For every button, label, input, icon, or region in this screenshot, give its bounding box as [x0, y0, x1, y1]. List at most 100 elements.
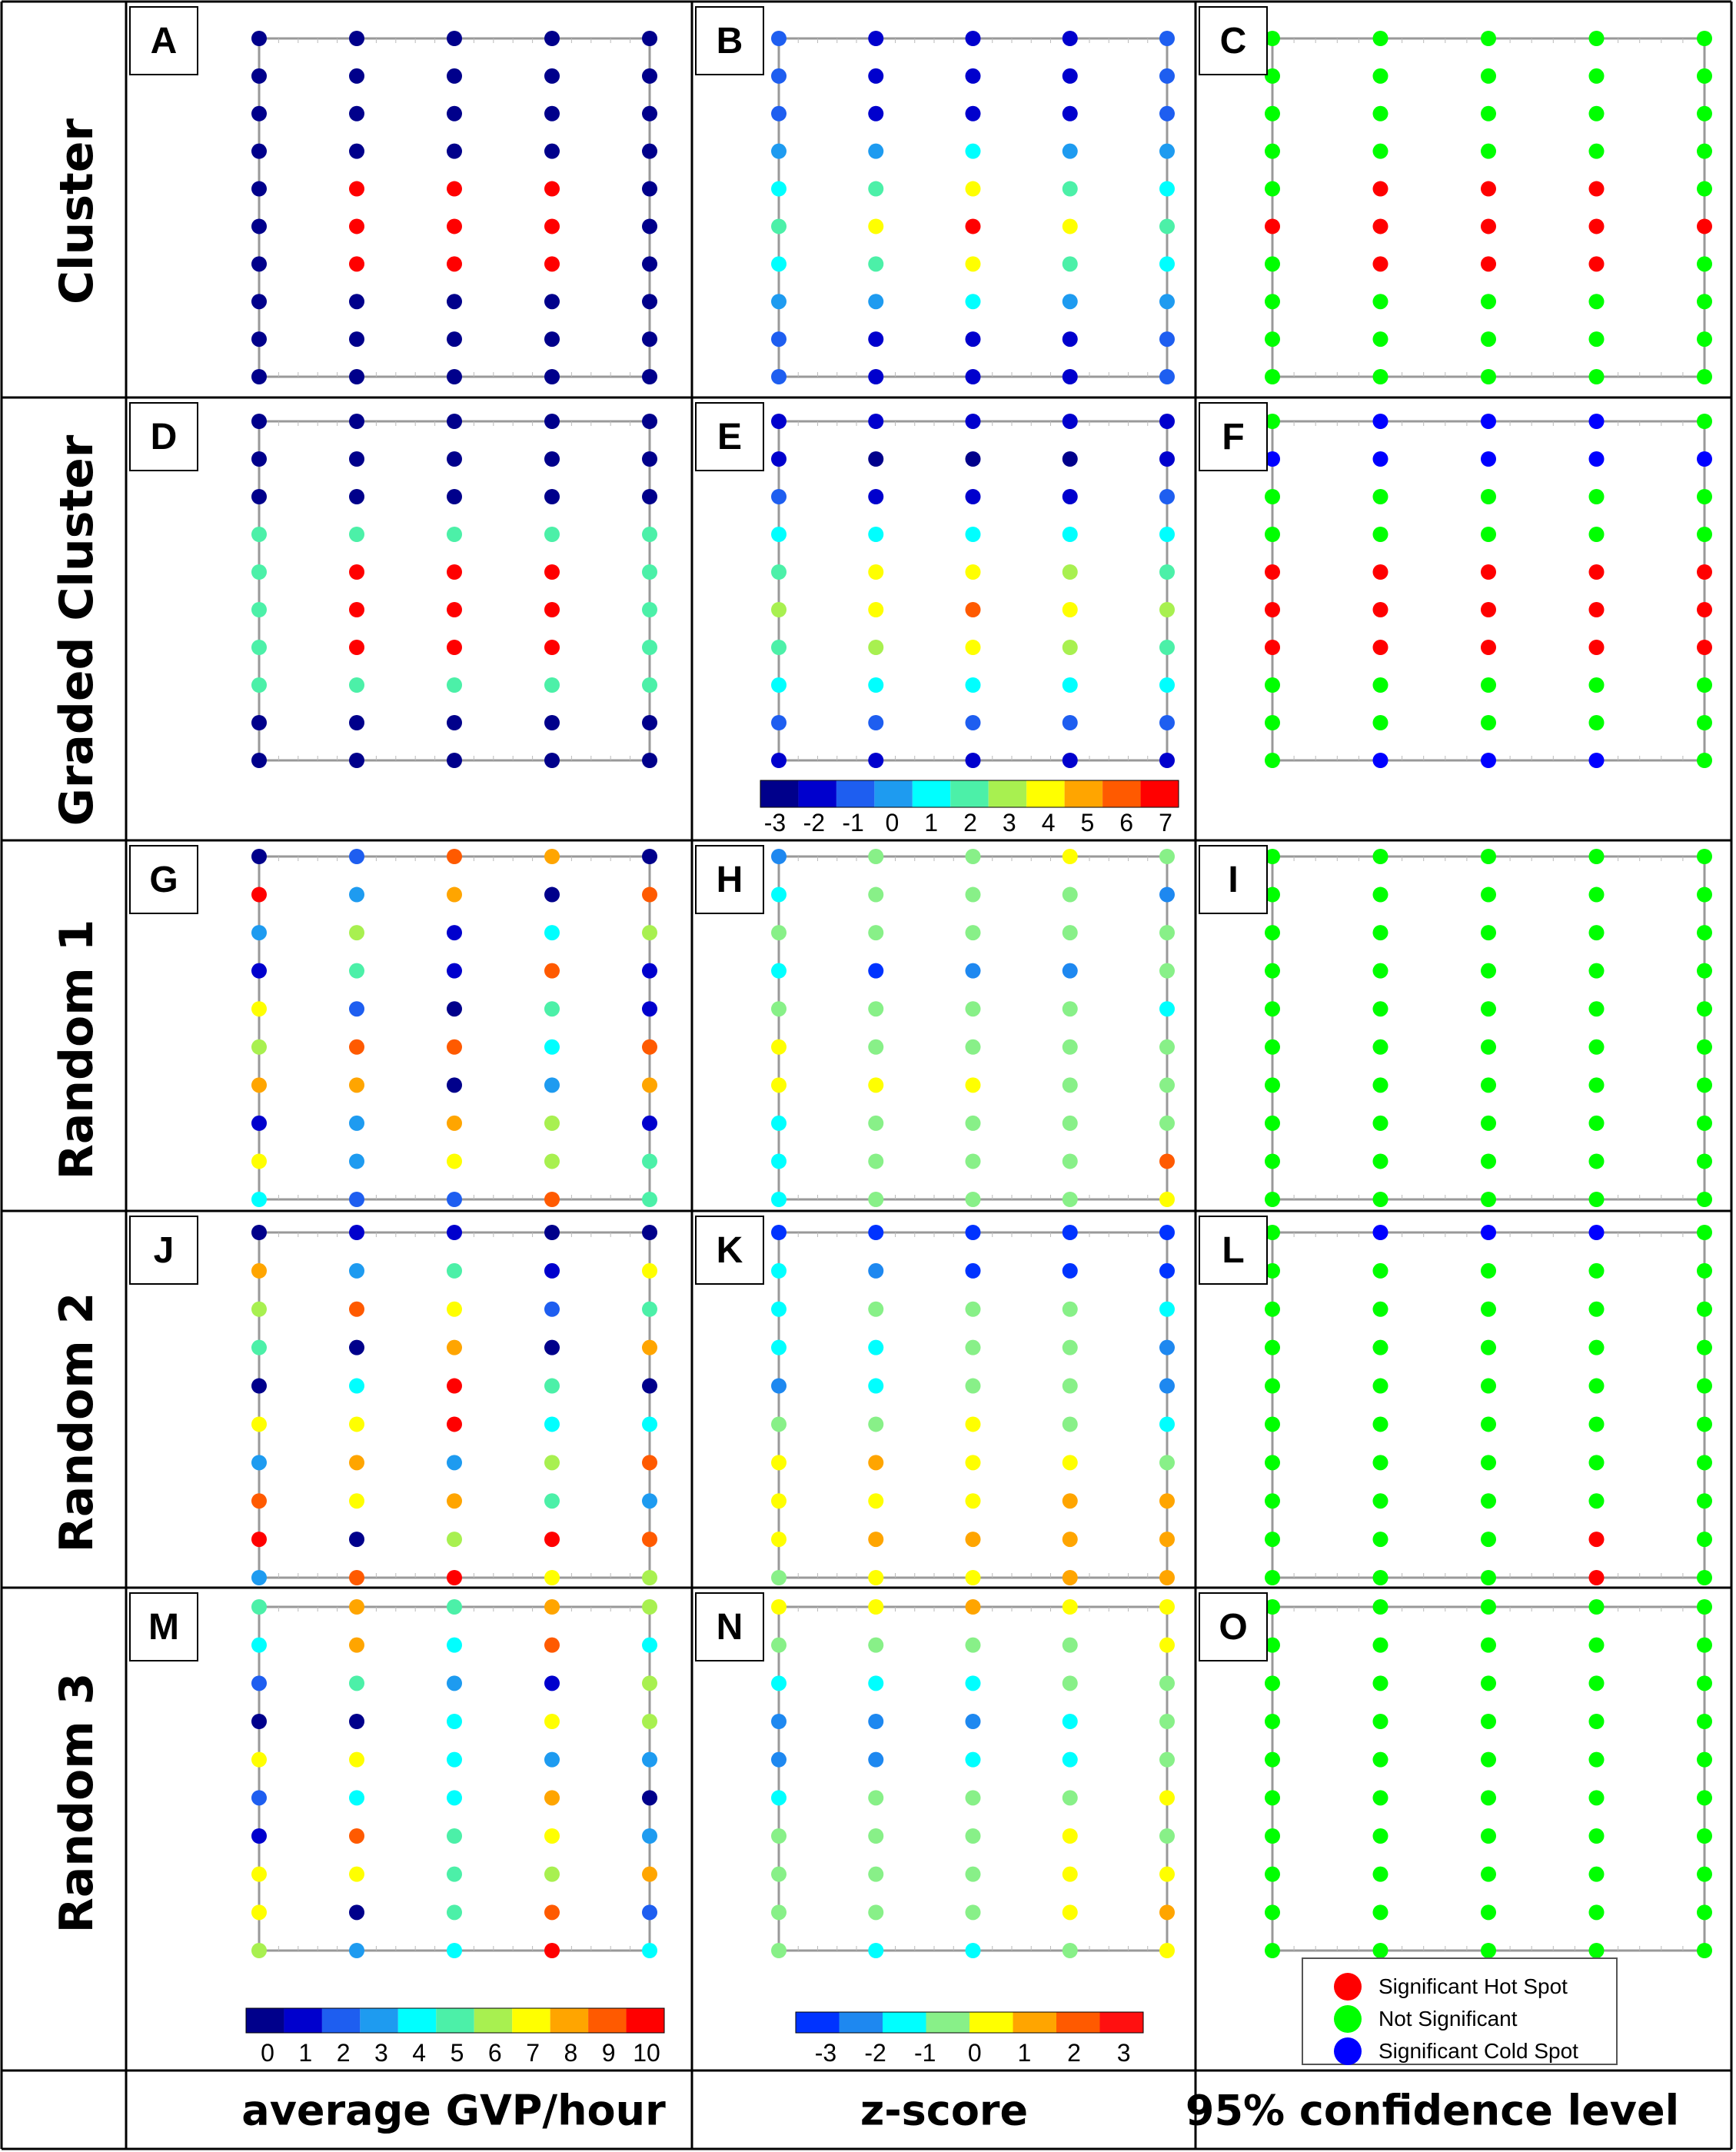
panel-b-point-r8-c2: [965, 331, 981, 348]
panel-g-point-r5-c0: [251, 1039, 267, 1055]
colorbar-graded-z-tick-label: -1: [842, 809, 864, 837]
panel-k-point-r4-c3: [1062, 1378, 1078, 1394]
panel-o-point-r2-c4: [1697, 1675, 1712, 1691]
panel-n-point-r3-c4: [1159, 1714, 1175, 1729]
panel-k-point-r6-c3: [1062, 1455, 1078, 1471]
panel-m-point-r9-c3: [544, 1943, 560, 1958]
panel-n-point-r4-c3: [1062, 1751, 1078, 1768]
panel-o-point-r3-c0: [1265, 1714, 1280, 1729]
panel-o-point-r2-c2: [1481, 1675, 1496, 1691]
panel-h-point-r9-c0: [771, 1192, 787, 1207]
panel-a-point-r0-c4: [642, 31, 657, 46]
panel-c-point-r4-c0: [1265, 181, 1280, 197]
panel-k-point-r8-c1: [868, 1532, 884, 1548]
panel-b-point-r5-c4: [1159, 218, 1175, 234]
colorbar-random-z-swatch-0: [796, 2012, 840, 2033]
panel-i-point-r6-c4: [1697, 1077, 1712, 1093]
panel-h-point-r2-c2: [965, 925, 981, 941]
panel-h-point-r7-c3: [1062, 1115, 1078, 1131]
panel-h-point-r4-c2: [965, 1001, 981, 1017]
panel-h-point-r1-c3: [1062, 886, 1078, 903]
panel-a-point-r9-c1: [349, 369, 364, 384]
panel-a-point-r6-c2: [447, 256, 462, 272]
panel-m-point-r8-c0: [251, 1904, 267, 1921]
panel-e-point-r0-c4: [1159, 414, 1175, 429]
panel-h-point-r2-c3: [1062, 925, 1078, 941]
panel-c-point-r7-c1: [1372, 294, 1388, 310]
panel-f-point-r2-c1: [1372, 489, 1388, 504]
panel-g-point-r0-c4: [642, 849, 657, 864]
panel-k-point-r0-c0: [771, 1225, 787, 1240]
panel-k-point-r5-c3: [1062, 1416, 1078, 1432]
panel-k-point-r0-c4: [1159, 1225, 1175, 1240]
panel-k-point-r3-c0: [771, 1339, 787, 1355]
panel-e-point-r5-c3: [1062, 602, 1078, 617]
panel-a-point-r4-c4: [642, 181, 657, 197]
panel-i-point-r1-c1: [1372, 886, 1388, 903]
panel-l-point-r0-c0: [1265, 1225, 1280, 1240]
panel-m-point-r2-c0: [251, 1675, 267, 1691]
panel-c-point-r2-c2: [1481, 105, 1496, 121]
panel-d-point-r9-c4: [642, 753, 657, 768]
panel-b-point-r4-c3: [1062, 181, 1078, 197]
panel-g-point-r7-c0: [251, 1115, 267, 1131]
panel-l-point-r0-c2: [1481, 1225, 1496, 1240]
panel-h-point-r2-c0: [771, 925, 787, 941]
panel-l-point-r8-c4: [1697, 1532, 1712, 1548]
panel-j-point-r0-c0: [251, 1225, 267, 1240]
panel-l-point-r1-c3: [1588, 1262, 1605, 1279]
panel-d-point-r1-c1: [349, 451, 364, 467]
panel-g-point-r2-c1: [349, 925, 364, 941]
panel-c-point-r6-c3: [1588, 256, 1605, 272]
panel-g-point-r1-c0: [251, 886, 267, 903]
panel-g-point-r6-c0: [251, 1077, 267, 1093]
panel-m-point-r4-c3: [544, 1751, 560, 1768]
panel-o-point-r3-c1: [1372, 1714, 1388, 1729]
panel-a-point-r1-c0: [251, 68, 267, 84]
panel-c-point-r6-c4: [1697, 256, 1712, 272]
panel-o-frame: [1271, 1605, 1706, 1952]
panel-e-letter: E: [695, 402, 764, 471]
panel-j-point-r4-c1: [349, 1378, 364, 1394]
panel-f-point-r9-c2: [1481, 753, 1496, 768]
panel-c-point-r4-c1: [1372, 181, 1388, 197]
panel-m-point-r1-c0: [251, 1637, 267, 1653]
panel-e-point-r5-c4: [1159, 602, 1175, 617]
panel-j-point-r9-c1: [349, 1570, 364, 1585]
panel-n-point-r3-c3: [1062, 1714, 1078, 1729]
panel-j-point-r5-c3: [544, 1416, 560, 1432]
panel-o-point-r5-c1: [1372, 1790, 1388, 1806]
panel-j-point-r2-c1: [349, 1301, 364, 1317]
panel-o-point-r8-c0: [1265, 1904, 1280, 1921]
panel-m-point-r5-c4: [642, 1790, 657, 1806]
colorbar-random-z-tick-label: 1: [1017, 2039, 1032, 2067]
panel-f-frame: [1271, 420, 1706, 762]
panel-f-point-r2-c2: [1481, 489, 1496, 504]
colorbar-graded-z-tick-label: 7: [1159, 809, 1172, 837]
panel-f-point-r0-c4: [1697, 414, 1712, 429]
panel-n-point-r2-c2: [965, 1675, 981, 1691]
panel-n-point-r7-c3: [1062, 1866, 1078, 1882]
panel-g-point-r2-c0: [251, 925, 267, 941]
panel-h-point-r5-c1: [868, 1039, 884, 1055]
panel-e-point-r9-c0: [771, 753, 787, 768]
panel-o-point-r7-c2: [1481, 1866, 1496, 1882]
panel-o-point-r9-c1: [1372, 1943, 1388, 1958]
panel-g-point-r7-c3: [544, 1115, 560, 1131]
panel-e-point-r5-c1: [868, 602, 884, 617]
panel-o-point-r6-c2: [1481, 1828, 1496, 1844]
panel-l-point-r0-c4: [1697, 1225, 1712, 1240]
panel-n-point-r5-c0: [771, 1790, 787, 1806]
panel-l-point-r9-c4: [1697, 1570, 1712, 1585]
colorbar-graded-z-swatch-4: [912, 780, 951, 807]
colorbar-random-z-swatch-1: [839, 2012, 883, 2033]
panel-n-point-r4-c1: [868, 1751, 884, 1768]
panel-a-point-r8-c3: [544, 331, 560, 348]
panel-m-point-r8-c4: [642, 1904, 657, 1921]
panel-e-point-r3-c3: [1062, 527, 1078, 542]
panel-l-point-r0-c3: [1588, 1225, 1605, 1240]
panel-g-point-r9-c1: [349, 1192, 364, 1207]
panel-b-point-r5-c2: [965, 218, 981, 234]
panel-h-point-r2-c4: [1159, 925, 1175, 941]
panel-d-point-r3-c0: [251, 527, 267, 542]
